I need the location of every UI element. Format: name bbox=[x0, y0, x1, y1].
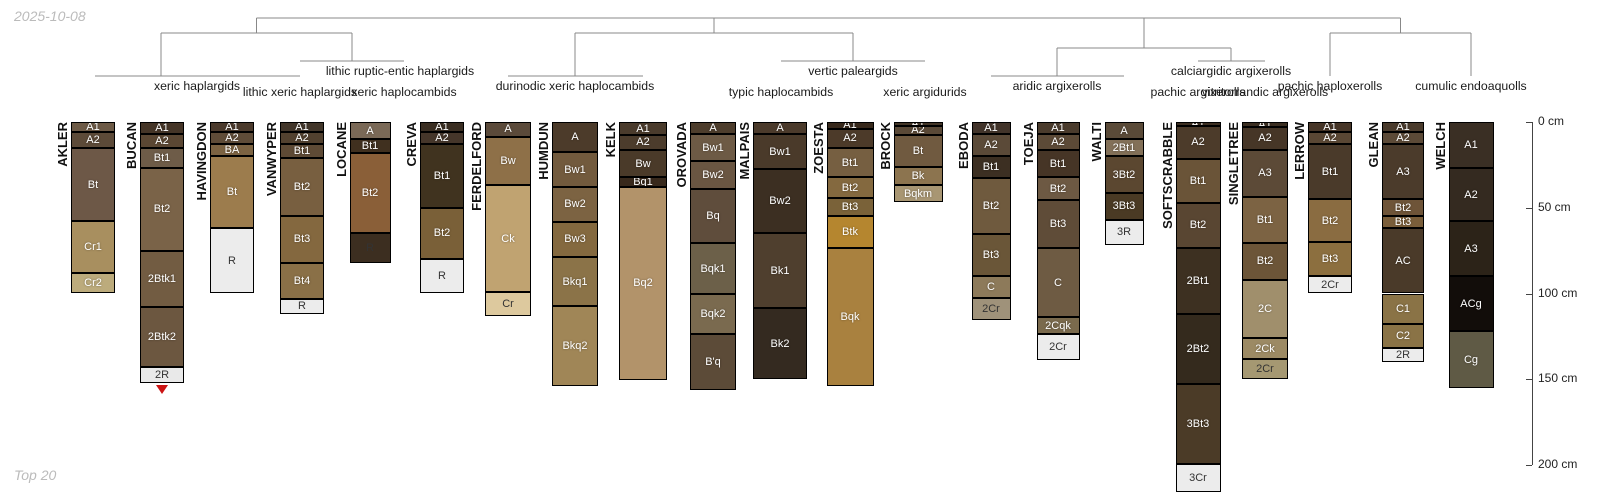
svg-text:pachic haploxerolls: pachic haploxerolls bbox=[1278, 79, 1383, 93]
svg-text:aridic argixerolls: aridic argixerolls bbox=[1013, 79, 1102, 93]
svg-text:xeric haplargids: xeric haplargids bbox=[154, 79, 240, 93]
svg-text:lithic ruptic-entic haplargids: lithic ruptic-entic haplargids bbox=[326, 64, 474, 78]
svg-text:calciargidic argixerolls: calciargidic argixerolls bbox=[1171, 64, 1291, 78]
svg-text:typic haplocambids: typic haplocambids bbox=[729, 85, 834, 99]
svg-text:xeric argidurids: xeric argidurids bbox=[883, 85, 966, 99]
svg-text:lithic xeric haplargids: lithic xeric haplargids bbox=[243, 85, 357, 99]
svg-text:vertic paleargids: vertic paleargids bbox=[808, 64, 898, 78]
svg-text:durinodic xeric haplocambids: durinodic xeric haplocambids bbox=[496, 79, 655, 93]
svg-text:cumulic endoaquolls: cumulic endoaquolls bbox=[1415, 79, 1526, 93]
svg-text:xeric haplocambids: xeric haplocambids bbox=[351, 85, 456, 99]
